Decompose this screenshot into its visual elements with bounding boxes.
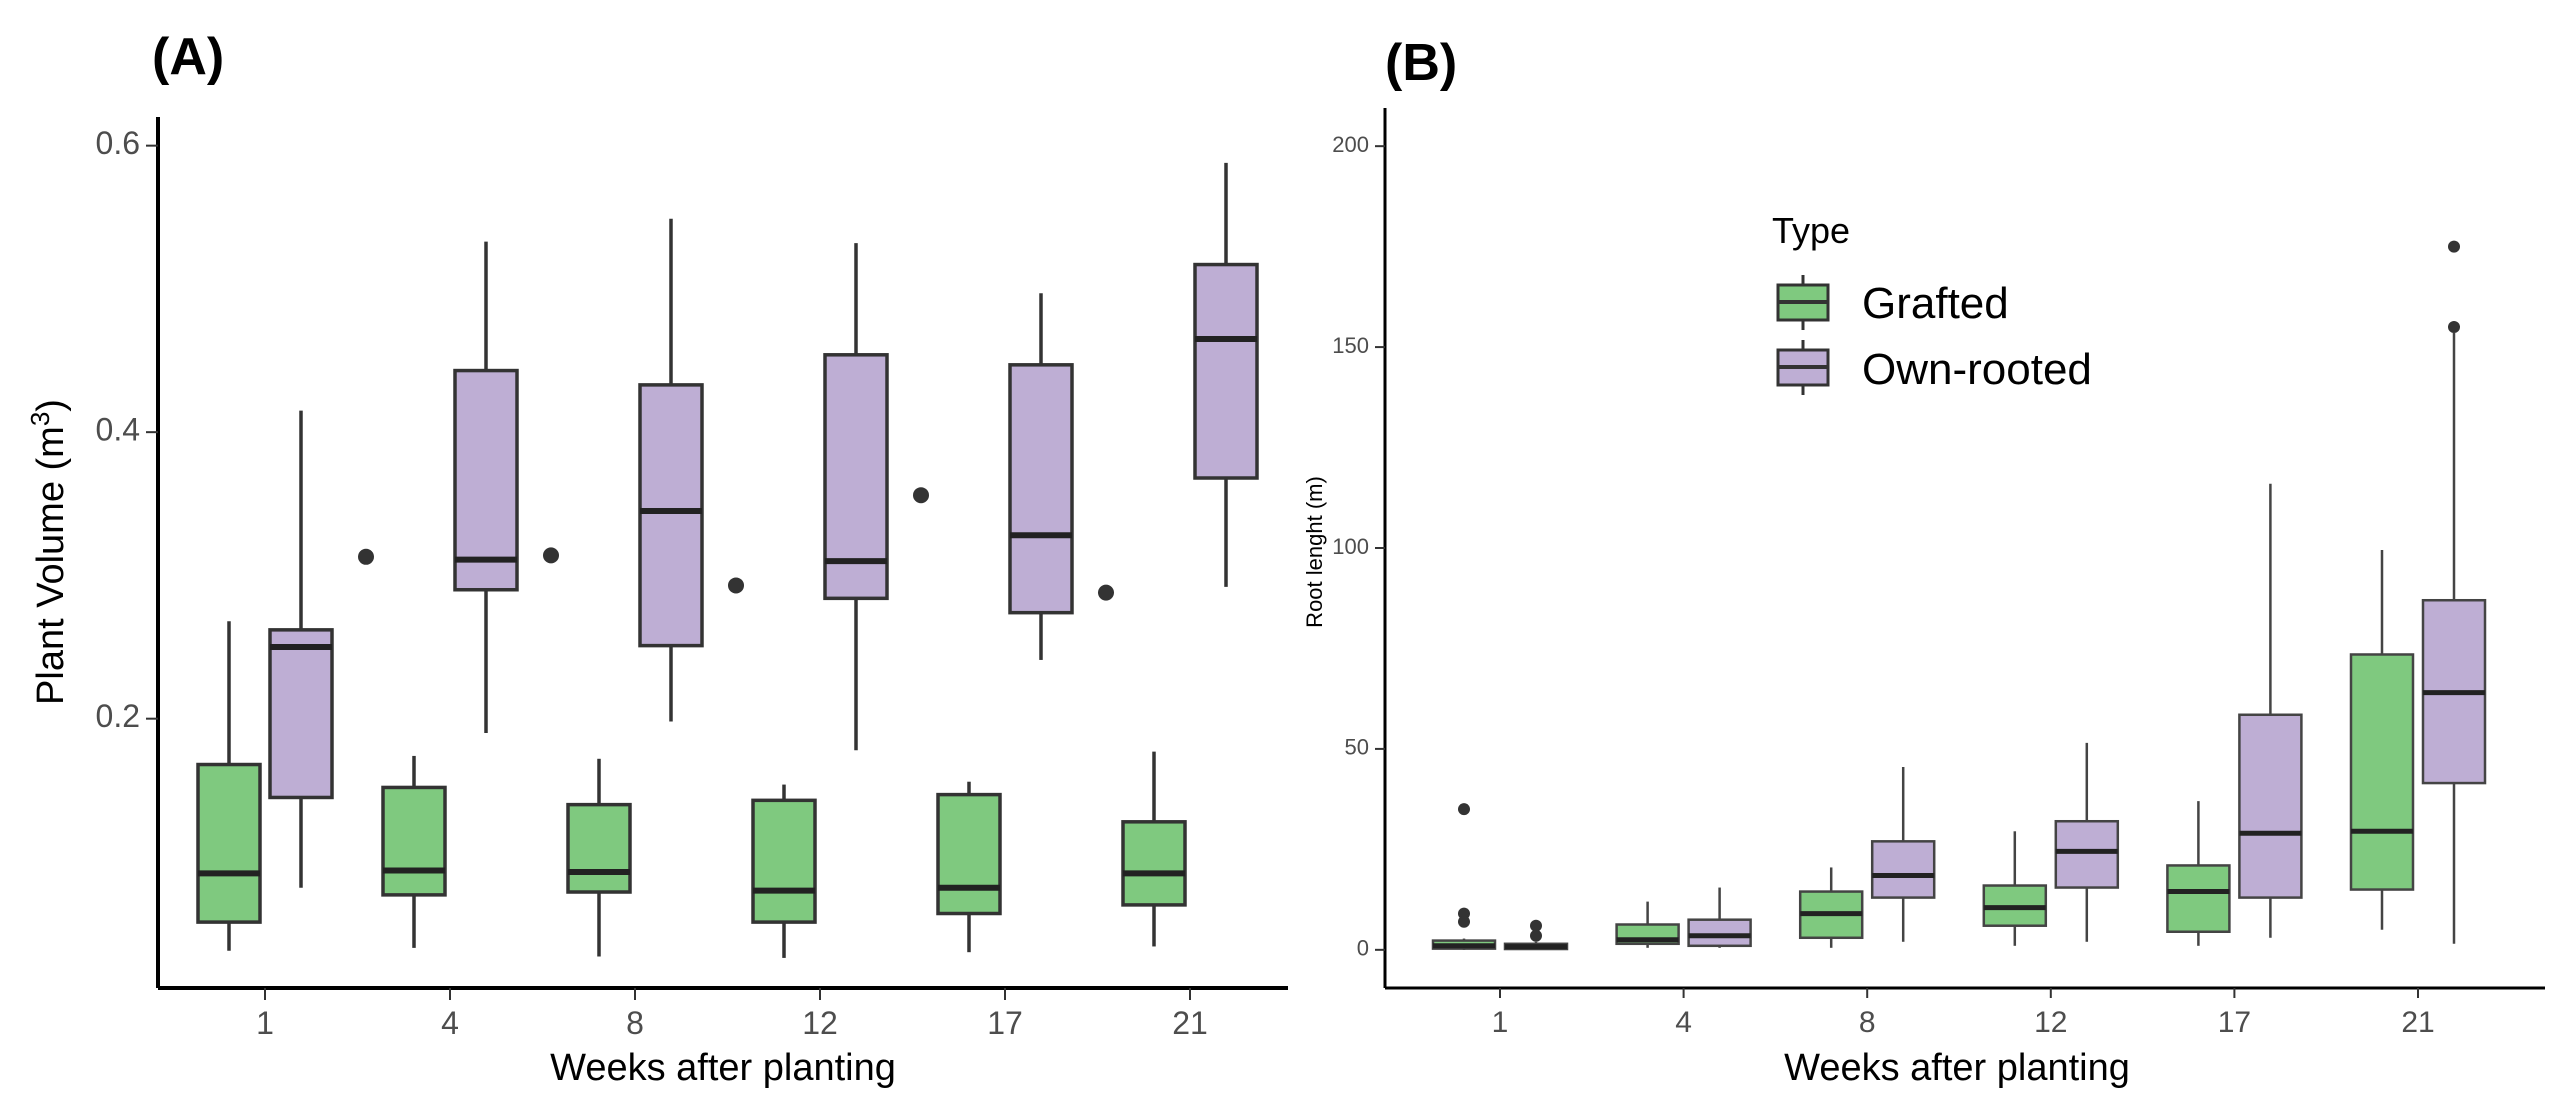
box-grafted-week-17 bbox=[2166, 801, 2231, 946]
box-own-rooted-week-21 bbox=[2421, 240, 2487, 944]
box-iqr bbox=[936, 792, 1002, 916]
panel-a-x-tick-label: 8 bbox=[626, 1005, 644, 1041]
panel-a-y-axis-title-sup: 3 bbox=[25, 412, 55, 426]
box-iqr bbox=[1121, 820, 1187, 907]
legend-item-own-rooted: Own-rooted bbox=[1776, 340, 2092, 395]
box-iqr bbox=[381, 785, 447, 897]
panel-label-b: (B) bbox=[1385, 34, 1457, 92]
legend-title: Type bbox=[1772, 210, 1850, 251]
box-own-rooted-week-8 bbox=[1870, 766, 1936, 942]
box-iqr bbox=[2349, 653, 2415, 891]
box-grafted-week-8 bbox=[566, 758, 632, 957]
box-iqr bbox=[2054, 819, 2120, 889]
panel-b-x-axis-title: Weeks after planting bbox=[1784, 1047, 2130, 1089]
box-own-rooted-week-17 bbox=[2238, 483, 2303, 938]
panel-a-y-axis-title: Plant Volume (m3) bbox=[25, 399, 72, 705]
panel-b-x-tick-label: 17 bbox=[2218, 1006, 2251, 1039]
panel-b-x-tick-label: 12 bbox=[2034, 1006, 2067, 1039]
panel-a: (A) 0.2 0.4 0.6 1 4 8 12 17 21 Weeks after plan… bbox=[25, 28, 1288, 1089]
box-own-rooted-week-12 bbox=[2054, 742, 2120, 942]
panel-b-x-tick-label: 1 bbox=[1492, 1006, 1509, 1039]
outlier-point bbox=[1098, 584, 1114, 601]
box-iqr bbox=[2166, 864, 2231, 933]
box-own-rooted-week-12 bbox=[728, 243, 889, 751]
panel-b-y-tick-label: 100 bbox=[1332, 534, 1369, 559]
panel-a-x-tick-label: 1 bbox=[256, 1005, 274, 1041]
box-iqr bbox=[1008, 363, 1074, 615]
box-grafted-week-1 bbox=[1431, 803, 1497, 950]
box-grafted-week-12 bbox=[1982, 831, 2048, 946]
box-own-rooted-week-17 bbox=[913, 293, 1074, 660]
panel-b-x-tick-label: 21 bbox=[2401, 1006, 2434, 1039]
box-own-rooted-week-1 bbox=[1503, 919, 1569, 951]
outlier-point bbox=[543, 547, 559, 564]
box-grafted-week-21 bbox=[1121, 751, 1187, 947]
outlier-point bbox=[358, 548, 374, 565]
box-iqr bbox=[2238, 713, 2303, 899]
box-own-rooted-week-4 bbox=[358, 241, 519, 734]
box-iqr bbox=[823, 353, 889, 601]
box-iqr bbox=[196, 762, 262, 924]
box-iqr bbox=[751, 798, 817, 924]
box-grafted-week-17 bbox=[936, 781, 1002, 953]
outlier-point bbox=[1458, 803, 1470, 816]
panel-a-x-tick-label: 17 bbox=[987, 1005, 1023, 1041]
panel-b-y-tick-label: 150 bbox=[1332, 333, 1369, 358]
panel-a-x-axis-title: Weeks after planting bbox=[550, 1047, 896, 1089]
outlier-point bbox=[1458, 915, 1470, 928]
outlier-point bbox=[728, 577, 744, 594]
panel-b-y-tick-label: 200 bbox=[1332, 132, 1369, 157]
box-own-rooted-week-21 bbox=[1098, 162, 1259, 601]
panel-b-y-ticks: 0 50 100 150 200 bbox=[1332, 132, 1385, 961]
panel-b-x-ticks: 1 4 8 12 17 21 bbox=[1492, 988, 2435, 1039]
outlier-point bbox=[2448, 320, 2460, 333]
box-own-rooted-week-8 bbox=[543, 218, 704, 722]
box-iqr bbox=[1193, 262, 1259, 480]
box-grafted-week-12 bbox=[751, 784, 817, 958]
panel-a-y-ticks: 0.2 0.4 0.6 bbox=[96, 125, 158, 734]
panel-b-y-tick-label: 50 bbox=[1345, 735, 1369, 760]
panel-a-boxes bbox=[196, 162, 1259, 958]
box-grafted-week-1 bbox=[196, 621, 262, 951]
panel-b-x-tick-label: 8 bbox=[1859, 1006, 1876, 1039]
outlier-point bbox=[1530, 919, 1542, 932]
outlier-point bbox=[2448, 240, 2460, 253]
legend-label-grafted: Grafted bbox=[1862, 279, 2009, 328]
box-iqr bbox=[1687, 918, 1752, 948]
outlier-point bbox=[1530, 929, 1542, 942]
panel-a-x-ticks: 1 4 8 12 17 21 bbox=[256, 988, 1208, 1041]
panel-a-y-tick-label: 0.6 bbox=[96, 125, 140, 161]
box-grafted-week-4 bbox=[381, 755, 447, 948]
box-iqr bbox=[453, 368, 519, 592]
box-iqr bbox=[638, 383, 704, 648]
panel-a-y-axis-title-main: Plant Volume (m bbox=[30, 426, 72, 705]
legend: Type Grafted Own-rooted bbox=[1772, 210, 2092, 395]
panel-a-y-axis-title-tail: ) bbox=[30, 399, 72, 412]
box-own-rooted-week-4 bbox=[1687, 887, 1752, 948]
panel-b-x-tick-label: 4 bbox=[1675, 1006, 1692, 1039]
box-own-rooted-week-1 bbox=[268, 410, 334, 888]
outlier-point bbox=[913, 487, 929, 504]
panel-b: (B) 0 50 100 150 200 1 4 8 12 17 21 Weeks after p… bbox=[1302, 34, 2545, 1089]
box-grafted-week-4 bbox=[1615, 901, 1680, 948]
panel-label-a: (A) bbox=[152, 28, 224, 86]
panel-b-y-axis-title: Root lenght (m) bbox=[1302, 476, 1327, 628]
legend-item-grafted: Grafted bbox=[1776, 275, 2009, 330]
box-iqr bbox=[1870, 840, 1936, 899]
panel-a-y-tick-label: 0.2 bbox=[96, 698, 140, 734]
box-grafted-week-21 bbox=[2349, 550, 2415, 930]
panel-a-y-tick-label: 0.4 bbox=[96, 412, 140, 448]
box-iqr bbox=[566, 802, 632, 894]
box-iqr bbox=[268, 628, 334, 800]
panel-b-boxes bbox=[1431, 240, 2487, 951]
panel-b-y-tick-label: 0 bbox=[1357, 936, 1369, 961]
legend-label-own-rooted: Own-rooted bbox=[1862, 345, 2092, 394]
box-grafted-week-8 bbox=[1798, 867, 1864, 948]
panel-a-x-tick-label: 4 bbox=[441, 1005, 459, 1041]
panel-a-x-tick-label: 21 bbox=[1172, 1005, 1208, 1041]
panel-a-x-tick-label: 12 bbox=[802, 1005, 838, 1041]
